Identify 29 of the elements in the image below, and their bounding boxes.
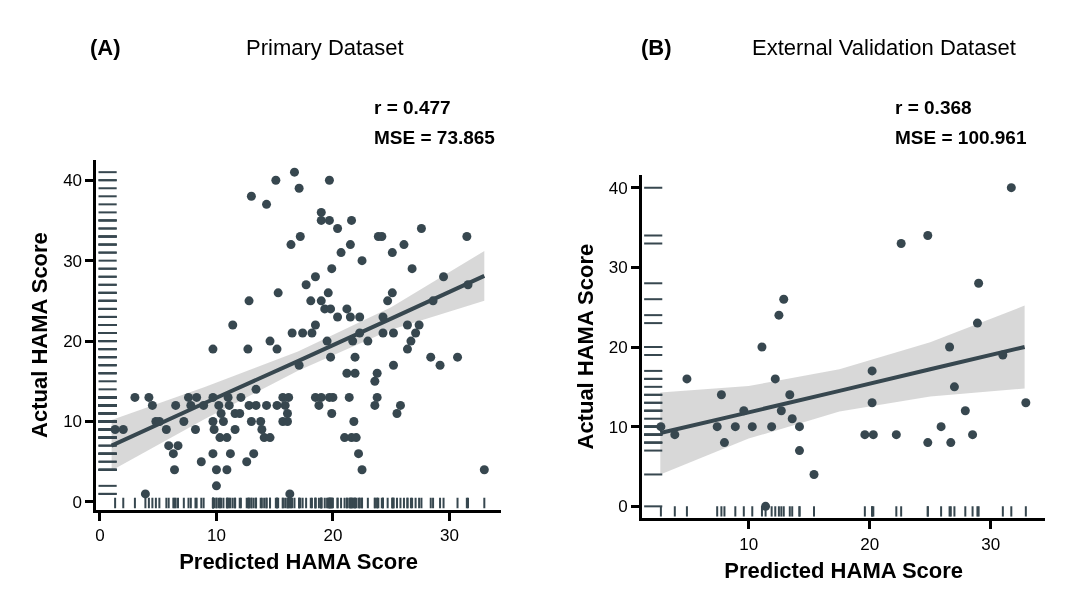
text: (B) <box>641 35 672 60</box>
x-tick-label: 30 <box>439 526 459 546</box>
x-tick-label: 30 <box>981 534 1001 554</box>
y-tick-label: 30 <box>63 251 83 271</box>
y-tick-label: 0 <box>618 497 628 517</box>
y-tick-label: 10 <box>608 417 628 437</box>
x-tick-label: 10 <box>206 526 226 546</box>
text: (A) <box>90 35 121 60</box>
x-tick-label: 20 <box>860 534 880 554</box>
y-tick-label: 20 <box>63 332 83 352</box>
x-axis-title: Predicted HAMA Score <box>724 557 964 583</box>
x-tick-label: 10 <box>739 534 759 554</box>
text: r = 0.477 <box>374 97 451 118</box>
y-tick-label: 30 <box>608 258 628 278</box>
y-tick-label: 0 <box>72 492 83 512</box>
chart-title: Primary Dataset <box>246 35 404 60</box>
y-axis-title: Actual HAMA Score <box>26 232 52 438</box>
y-tick-label: 40 <box>63 171 83 191</box>
y-axis-title: Actual HAMA Score <box>572 243 598 450</box>
x-tick-label: 20 <box>323 526 343 546</box>
x-axis-title: Predicted HAMA Score <box>179 549 418 575</box>
x-tick-label: 0 <box>95 526 105 546</box>
chart-title: External Validation Dataset <box>752 35 1016 60</box>
y-tick-label: 40 <box>608 178 628 198</box>
text: MSE = 100.961 <box>895 127 1027 148</box>
text: MSE = 73.865 <box>374 127 496 148</box>
y-tick-label: 20 <box>608 337 628 357</box>
text: r = 0.368 <box>895 97 972 118</box>
y-tick-label: 10 <box>63 412 83 432</box>
